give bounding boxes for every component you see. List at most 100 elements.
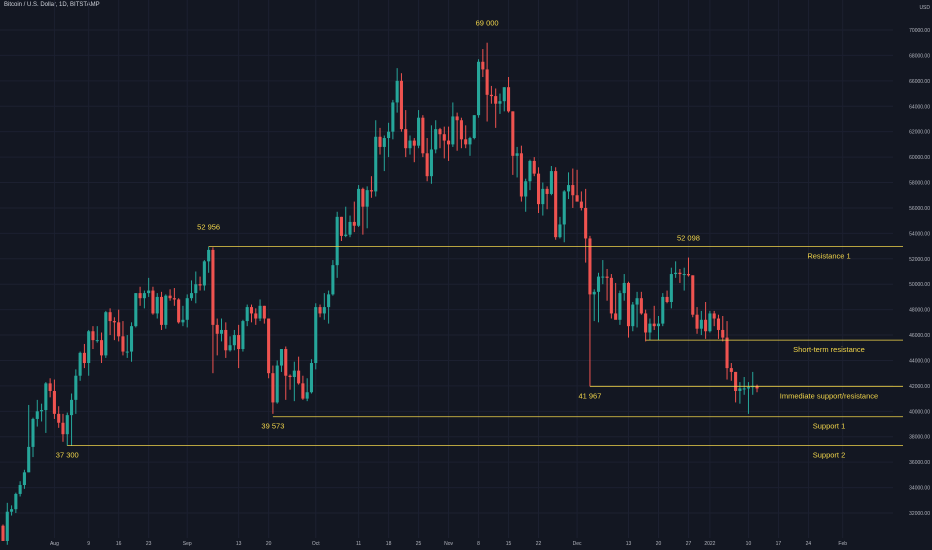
- candle-body: [665, 296, 669, 303]
- y-tick-label: 42000.00: [909, 384, 930, 390]
- candle-body: [447, 140, 451, 145]
- candle-body: [545, 188, 549, 194]
- candle-body: [82, 352, 86, 364]
- candle-body: [339, 216, 343, 236]
- candle-body: [232, 335, 236, 346]
- candle-body: [716, 318, 721, 330]
- x-tick-label: 9: [87, 541, 90, 547]
- candle-body: [554, 171, 558, 238]
- candle-body: [605, 276, 609, 278]
- level-label: Support 1: [813, 422, 846, 431]
- candle-body: [712, 313, 716, 319]
- candle-body: [755, 385, 759, 389]
- candle-body: [65, 415, 69, 435]
- candle-body: [549, 171, 553, 194]
- candle-body: [485, 69, 489, 95]
- candle-body: [288, 375, 292, 377]
- candle-body: [262, 305, 266, 319]
- candle-body: [108, 312, 112, 322]
- y-tick-label: 44000.00: [909, 358, 930, 364]
- candle-body: [305, 392, 309, 399]
- y-tick-label: 38000.00: [909, 435, 930, 441]
- candle-body: [91, 331, 95, 341]
- candle-body: [241, 321, 245, 350]
- candle-body: [472, 115, 476, 139]
- candle-body: [644, 313, 648, 333]
- candle-body: [575, 195, 579, 202]
- y-tick-label: 32000.00: [909, 511, 930, 517]
- candle-body: [198, 284, 202, 286]
- candle-body: [652, 323, 656, 327]
- candle-body: [695, 314, 699, 329]
- candle-body: [279, 349, 284, 366]
- candle-body: [541, 188, 545, 205]
- candle-body: [434, 129, 438, 150]
- x-tick-label: Nov: [444, 541, 453, 547]
- x-tick-label: 27: [686, 541, 692, 547]
- candle-body: [674, 272, 678, 275]
- candle-body: [528, 160, 532, 182]
- y-tick-label: 54000.00: [909, 231, 930, 237]
- candle-body: [275, 365, 279, 403]
- candle-body: [536, 173, 541, 205]
- candle-body: [112, 321, 116, 323]
- y-tick-label: 50000.00: [909, 282, 930, 288]
- y-tick-label: 64000.00: [909, 104, 930, 110]
- candle-body: [592, 291, 596, 295]
- candle-body: [18, 485, 22, 494]
- candle-body: [725, 337, 729, 369]
- candle-body: [661, 296, 665, 324]
- price-annotation: 52 098: [677, 234, 700, 243]
- x-tick-label: 16: [116, 541, 122, 547]
- candle-body: [117, 322, 121, 337]
- y-tick-label: 40000.00: [909, 409, 930, 415]
- x-tick-label: 20: [656, 541, 662, 547]
- candle-body: [245, 307, 249, 322]
- candle-body: [399, 80, 403, 130]
- candle-body: [558, 224, 562, 238]
- candle-body: [374, 136, 378, 192]
- candle-body: [267, 318, 271, 374]
- candle-body: [477, 61, 481, 116]
- candle-body: [596, 276, 601, 292]
- candle-body: [494, 96, 498, 104]
- candle-body: [335, 216, 339, 266]
- y-tick-label: 68000.00: [909, 53, 930, 59]
- candle-body: [511, 111, 515, 156]
- candle-body: [489, 94, 493, 97]
- candle-body: [352, 221, 356, 226]
- candle-body: [48, 383, 52, 391]
- candle-body: [52, 390, 56, 414]
- candle-body: [729, 368, 733, 372]
- candle-body: [40, 410, 44, 412]
- candle-body: [601, 276, 605, 278]
- x-tick-label: 11: [356, 541, 361, 547]
- candle-body: [588, 238, 592, 295]
- x-tick-label: Aug: [50, 541, 59, 547]
- candle-body: [271, 373, 275, 403]
- candle-body: [395, 80, 399, 103]
- x-tick-label: Feb: [838, 541, 847, 547]
- x-tick-label: 8: [477, 541, 480, 547]
- y-tick-label: 70000.00: [909, 28, 930, 34]
- candle-body: [498, 101, 502, 104]
- candle-body: [369, 190, 373, 192]
- candle-body: [344, 234, 348, 236]
- candle-body: [515, 153, 519, 156]
- candle-body: [219, 329, 224, 334]
- y-tick-label: 34000.00: [909, 486, 930, 492]
- x-tick-label: 25: [416, 541, 422, 547]
- x-tick-label: Oct: [312, 541, 320, 547]
- y-tick-label: 62000.00: [909, 130, 930, 136]
- candle-body: [78, 352, 82, 376]
- candle-body: [566, 185, 571, 192]
- candle-body: [27, 446, 31, 473]
- candle-body: [734, 371, 738, 391]
- candle-body: [309, 363, 314, 393]
- candle-body: [468, 138, 472, 145]
- y-tick-label: 58000.00: [909, 181, 930, 187]
- candle-body: [70, 399, 74, 416]
- candle-body: [134, 293, 138, 327]
- x-tick-label: 10: [746, 541, 752, 547]
